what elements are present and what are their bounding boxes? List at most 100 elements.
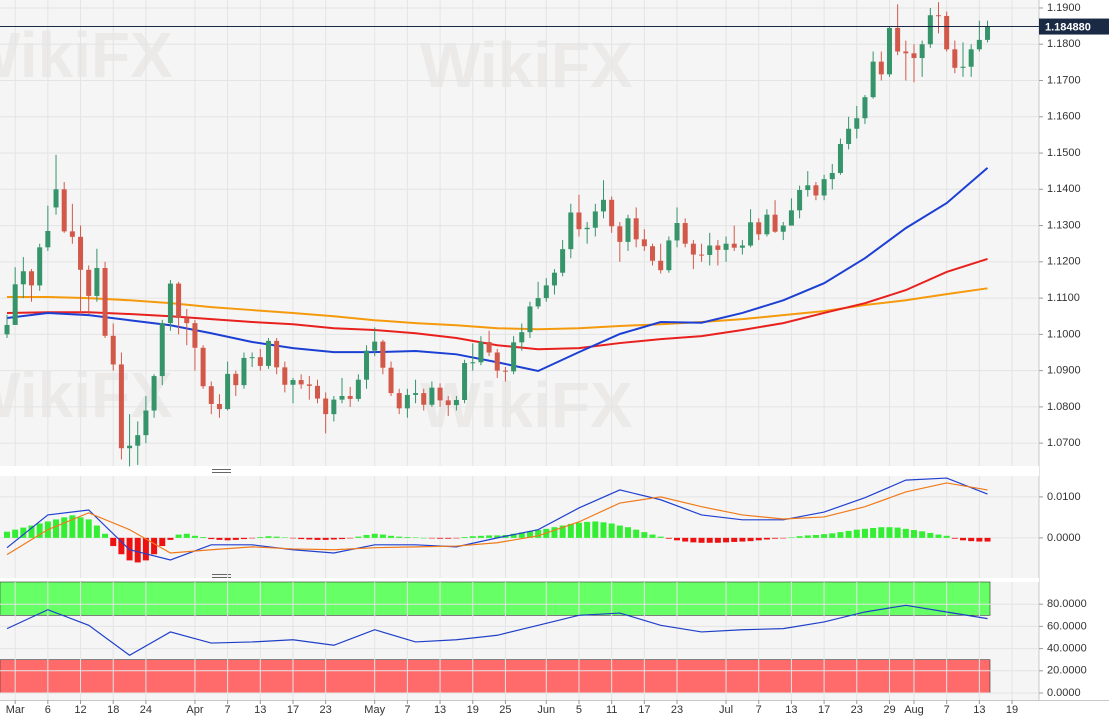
histogram-bar <box>298 537 305 540</box>
x-tick-label: Jul <box>719 704 733 716</box>
candle-body <box>625 218 631 242</box>
candle-body <box>241 357 247 386</box>
histogram-bar <box>461 537 468 538</box>
y-tick-label: 1.1300 <box>1047 219 1081 231</box>
candle-body <box>323 398 329 415</box>
candle-body <box>829 172 835 180</box>
x-tick-label: 13 <box>973 704 985 716</box>
y-tick-label: 1.1100 <box>1047 292 1080 304</box>
histogram-bar <box>935 534 942 538</box>
x-tick-label: 7 <box>404 704 410 716</box>
histogram-bar <box>535 530 542 538</box>
histogram-bar <box>960 537 967 541</box>
x-tick-label: 13 <box>785 704 797 716</box>
histogram-bar <box>469 536 476 538</box>
candle-body <box>249 357 255 359</box>
histogram-bar <box>363 534 370 538</box>
candle-body <box>486 341 492 353</box>
histogram-bar <box>518 532 525 538</box>
histogram-bar <box>20 527 27 538</box>
candle-body <box>813 185 819 196</box>
histogram-bar <box>306 537 313 540</box>
candle-body <box>756 222 762 235</box>
candle-body <box>372 341 378 351</box>
candle-body <box>551 272 557 286</box>
candle-body <box>118 364 124 449</box>
candle-body <box>192 323 198 348</box>
candle-body <box>78 236 84 270</box>
candle-body <box>960 66 966 68</box>
candle-body <box>764 214 770 235</box>
histogram-bar <box>780 537 787 539</box>
histogram-bar <box>927 532 934 538</box>
candle-body <box>306 384 312 386</box>
candle-body <box>12 284 18 325</box>
x-tick-label: 7 <box>944 704 950 716</box>
histogram-bar <box>102 533 109 538</box>
candle-body <box>233 373 239 386</box>
candle-body <box>633 218 639 240</box>
histogram-bar <box>747 537 754 542</box>
y-tick-label: 0.0000 <box>1047 687 1081 699</box>
y-tick-label: 20.0000 <box>1047 665 1087 677</box>
histogram-bar <box>600 522 607 538</box>
histogram-bar <box>559 525 566 538</box>
candle-body <box>208 386 214 404</box>
candle-body <box>821 179 827 196</box>
histogram-bar <box>624 527 631 538</box>
candle-body <box>919 44 925 59</box>
x-tick-label: 29 <box>883 704 895 716</box>
histogram-bar <box>526 531 533 538</box>
candle-body <box>600 199 606 212</box>
candle-body <box>4 324 10 335</box>
histogram-bar <box>878 527 885 538</box>
x-tick-label: Jun <box>537 704 555 716</box>
y-tick-label: 60.0000 <box>1047 620 1087 632</box>
y-tick-label: 1.0900 <box>1047 365 1081 377</box>
candle-body <box>110 335 116 365</box>
candle-body <box>102 267 108 336</box>
x-tick-label: 6 <box>45 704 51 716</box>
candle-body <box>167 283 173 324</box>
candle-body <box>37 247 43 286</box>
panel-separator <box>0 578 1039 582</box>
candle-body <box>935 15 941 17</box>
indicator-line <box>6 604 988 656</box>
histogram-bar <box>388 535 395 538</box>
histogram-bar <box>216 537 223 540</box>
candle-body <box>470 362 476 364</box>
candle-body <box>69 231 75 237</box>
x-tick-label: 12 <box>74 704 86 716</box>
candle-body <box>560 249 566 273</box>
x-tick-label: 17 <box>638 704 650 716</box>
candle-body <box>404 394 410 409</box>
candle-body <box>944 15 950 50</box>
histogram-bar <box>265 536 272 538</box>
y-tick-label: 1.0700 <box>1047 437 1081 449</box>
x-tick-label: 23 <box>671 704 683 716</box>
histogram-bar <box>453 537 460 539</box>
histogram-bar <box>951 537 958 539</box>
histogram-bar <box>420 537 427 539</box>
watermark: WikiFX <box>420 29 633 101</box>
candle-body <box>511 342 517 372</box>
candle-body <box>127 445 133 449</box>
candle-body <box>641 239 647 247</box>
histogram-bar <box>134 537 141 563</box>
x-tick-label: 19 <box>1006 704 1018 716</box>
indicator-line <box>6 482 988 556</box>
candle-body <box>94 267 100 296</box>
y-tick-label: 80.0000 <box>1047 598 1087 610</box>
candle-body <box>331 399 337 415</box>
histogram-bar <box>739 537 746 542</box>
y-tick-label: 1.1500 <box>1047 147 1081 159</box>
histogram-bar <box>870 528 877 538</box>
histogram-bar <box>232 537 239 540</box>
histogram-bar <box>804 535 811 538</box>
histogram-bar <box>788 537 795 538</box>
x-tick-label: May <box>364 704 385 716</box>
candle-body <box>86 269 92 296</box>
candle-body <box>699 254 705 256</box>
histogram-bar <box>371 533 378 538</box>
